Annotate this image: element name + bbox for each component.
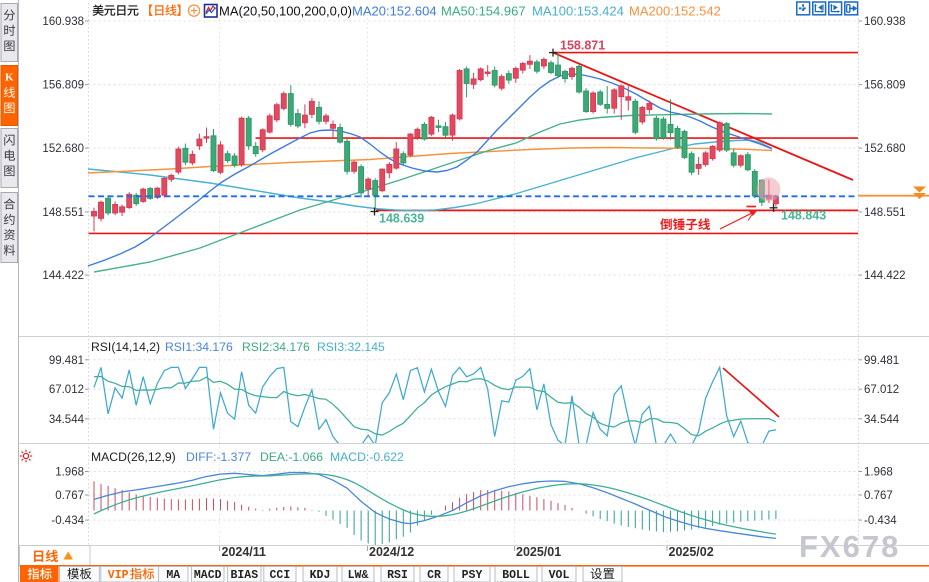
svg-text:2024/12: 2024/12 xyxy=(369,545,414,559)
svg-text:156.809: 156.809 xyxy=(864,80,906,92)
svg-text:2024/11: 2024/11 xyxy=(222,545,267,559)
svg-text:34.544: 34.544 xyxy=(49,414,85,426)
svg-text:FX678: FX678 xyxy=(799,529,900,564)
svg-text:0.767: 0.767 xyxy=(864,490,893,502)
svg-text:67.012: 67.012 xyxy=(49,384,84,396)
svg-text:144.422: 144.422 xyxy=(42,270,84,282)
svg-text:99.481: 99.481 xyxy=(49,355,84,367)
svg-text:-0.434: -0.434 xyxy=(51,515,84,527)
svg-text:158.871: 158.871 xyxy=(560,39,605,53)
svg-text:RSI1:34.176: RSI1:34.176 xyxy=(165,340,233,354)
svg-text:RSI: RSI xyxy=(387,569,408,582)
svg-text:148.639: 148.639 xyxy=(379,212,424,226)
svg-text:MACD(26,12,9): MACD(26,12,9) xyxy=(91,450,176,464)
svg-text:148.843: 148.843 xyxy=(781,209,826,223)
svg-text:CR: CR xyxy=(427,569,441,582)
svg-text:VOL: VOL xyxy=(549,569,570,582)
svg-text:148.551: 148.551 xyxy=(42,207,84,219)
svg-text:VIP: VIP xyxy=(108,569,129,582)
svg-text:MA20:152.604: MA20:152.604 xyxy=(352,3,437,18)
svg-text:MA200:152.542: MA200:152.542 xyxy=(629,3,721,18)
svg-text:MA: MA xyxy=(166,569,180,582)
svg-text:RSI(14,14,2): RSI(14,14,2) xyxy=(91,340,160,354)
svg-text:1.968: 1.968 xyxy=(55,467,84,479)
svg-text:99.481: 99.481 xyxy=(864,355,899,367)
svg-text:BIAS: BIAS xyxy=(230,569,258,582)
svg-text:2025/02: 2025/02 xyxy=(669,545,714,559)
svg-text:MA50:154.967: MA50:154.967 xyxy=(441,3,526,18)
svg-text:148.551: 148.551 xyxy=(864,207,906,219)
svg-text:-0.434: -0.434 xyxy=(864,515,897,527)
svg-text:MA100:153.424: MA100:153.424 xyxy=(532,3,624,18)
svg-text:BOLL: BOLL xyxy=(502,569,530,582)
svg-text:LW&: LW& xyxy=(348,569,369,582)
svg-text:160.938: 160.938 xyxy=(864,16,906,28)
svg-text:MACD:-0.622: MACD:-0.622 xyxy=(330,450,404,464)
svg-text:KDJ: KDJ xyxy=(310,569,331,582)
svg-text:156.809: 156.809 xyxy=(42,80,84,92)
svg-text:152.680: 152.680 xyxy=(864,143,906,155)
svg-text:34.544: 34.544 xyxy=(864,414,900,426)
svg-text:2025/01: 2025/01 xyxy=(516,545,561,559)
svg-text:K: K xyxy=(5,72,14,84)
svg-text:PSY: PSY xyxy=(462,569,483,582)
svg-text:RSI3:32.145: RSI3:32.145 xyxy=(317,340,385,354)
svg-text:MA(20,50,100,200,0,0): MA(20,50,100,200,0,0) xyxy=(219,3,352,18)
svg-text:152.680: 152.680 xyxy=(42,143,84,155)
svg-text:67.012: 67.012 xyxy=(864,384,899,396)
svg-text:DIFF:-1.377: DIFF:-1.377 xyxy=(186,450,251,464)
svg-text:RSI2:34.176: RSI2:34.176 xyxy=(242,340,310,354)
svg-text:MACD: MACD xyxy=(194,569,222,582)
svg-text:160.938: 160.938 xyxy=(42,16,84,28)
svg-text:DEA:-1.066: DEA:-1.066 xyxy=(260,450,323,464)
svg-text:CCI: CCI xyxy=(270,569,291,582)
svg-text:144.422: 144.422 xyxy=(864,270,906,282)
svg-text:0.767: 0.767 xyxy=(55,490,84,502)
svg-text:1.968: 1.968 xyxy=(864,467,893,479)
